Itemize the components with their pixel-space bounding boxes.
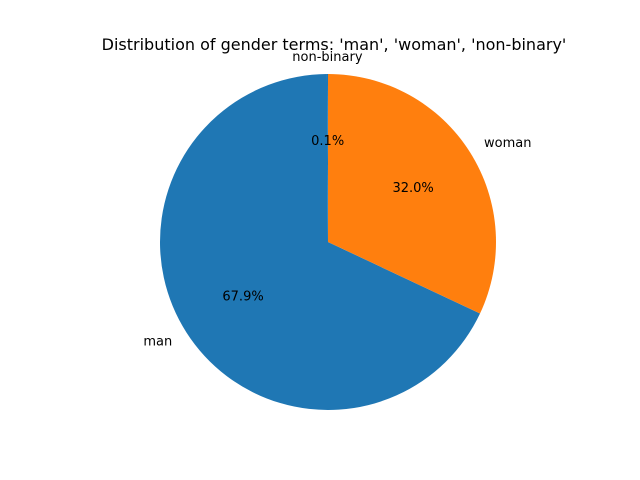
pie-slice-man — [160, 74, 481, 410]
chart-title: Distribution of gender terms: 'man', 'wo… — [102, 35, 567, 54]
pie-slice-non-binary — [326, 74, 328, 242]
slice-label-man: man — [143, 335, 172, 350]
slice-pct-woman: 32.0% — [392, 181, 433, 196]
pie-slice-woman — [328, 74, 496, 314]
slice-label-woman: woman — [484, 136, 531, 151]
slice-pct-man: 67.9% — [222, 289, 263, 304]
slice-pct-non-binary: 0.1% — [311, 134, 344, 149]
slice-label-non-binary: non-binary — [292, 50, 363, 65]
pie-labels: non-binary 0.1% man 67.9% woman 32.0% — [143, 50, 531, 349]
pie-slices — [160, 74, 496, 410]
